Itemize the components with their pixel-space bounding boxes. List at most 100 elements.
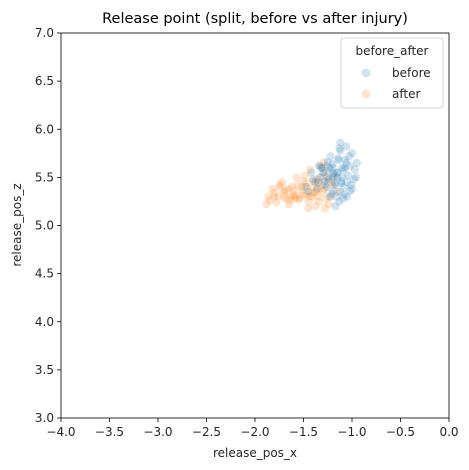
data-point-after — [309, 188, 319, 198]
data-point-before — [320, 180, 330, 190]
legend-marker-before — [361, 68, 371, 78]
data-point-before — [300, 182, 310, 192]
data-point-after — [313, 192, 323, 202]
data-point-after — [307, 192, 317, 202]
data-point-after — [273, 192, 283, 202]
data-point-after — [301, 178, 311, 188]
data-point-before — [323, 157, 333, 167]
data-point-before — [319, 168, 329, 178]
data-point-before — [333, 168, 342, 178]
data-point-before — [340, 155, 350, 165]
data-point-after — [290, 194, 300, 204]
data-point-after — [330, 172, 339, 182]
data-point-after — [265, 196, 274, 205]
data-point-before — [337, 172, 347, 182]
data-point-after — [289, 190, 299, 200]
data-point-before — [343, 171, 353, 180]
y-tick-label: 3.5 — [35, 363, 54, 377]
data-point-before — [336, 178, 346, 188]
data-point-after — [269, 188, 279, 198]
data-point-after — [303, 196, 313, 206]
data-point-after — [306, 188, 316, 198]
y-tick-label: 6.0 — [35, 122, 54, 136]
y-tick-label: 5.0 — [35, 219, 54, 233]
points-layer — [262, 138, 362, 213]
data-point-before — [331, 201, 340, 211]
data-point-after — [303, 203, 313, 213]
y-tick-label: 4.5 — [35, 267, 54, 281]
data-point-before — [342, 177, 352, 187]
data-point-after — [314, 196, 324, 206]
data-point-after — [304, 192, 314, 202]
data-point-before — [330, 178, 339, 188]
data-point-after — [293, 180, 303, 190]
data-point-after — [322, 172, 332, 182]
x-axis-title: release_pos_x — [213, 446, 297, 460]
legend-box — [340, 37, 444, 109]
data-point-before — [328, 159, 338, 169]
data-point-after — [289, 186, 299, 196]
data-point-before — [323, 172, 333, 182]
data-point-before — [321, 161, 331, 171]
data-point-after — [310, 201, 320, 211]
data-point-after — [315, 161, 325, 171]
data-point-after — [275, 180, 285, 190]
data-point-before — [341, 158, 351, 168]
data-point-before — [333, 168, 342, 178]
data-point-after — [300, 171, 310, 180]
data-point-before — [328, 163, 338, 173]
data-point-after — [321, 194, 331, 204]
data-point-before — [333, 172, 342, 182]
data-point-after — [268, 184, 277, 194]
x-tick-label: 0.0 — [439, 425, 458, 439]
data-point-after — [302, 182, 312, 192]
data-point-before — [338, 194, 348, 204]
data-point-after — [291, 192, 301, 202]
data-point-before — [344, 151, 354, 161]
data-point-before — [315, 172, 325, 182]
data-point-after — [271, 197, 281, 207]
x-tick-label: −2.0 — [240, 425, 269, 439]
data-point-after — [318, 163, 328, 173]
data-point-after — [313, 178, 323, 188]
data-point-after — [277, 177, 287, 187]
x-tick-label: −1.0 — [337, 425, 366, 439]
x-tick-label: −1.5 — [289, 425, 318, 439]
data-point-before — [352, 158, 362, 168]
data-point-after — [299, 190, 308, 200]
data-point-before — [318, 168, 328, 178]
data-point-after — [295, 194, 305, 204]
data-point-before — [339, 182, 349, 192]
data-point-after — [280, 186, 290, 196]
data-point-after — [283, 184, 293, 194]
y-axis-title: release_pos_z — [10, 183, 24, 266]
data-point-after — [308, 182, 318, 192]
data-point-after — [318, 187, 328, 197]
data-point-before — [335, 138, 345, 148]
data-point-before — [326, 165, 336, 175]
data-point-after — [264, 192, 274, 202]
data-point-after — [274, 182, 284, 192]
data-point-before — [303, 187, 313, 197]
x-tick-label: −2.5 — [192, 425, 221, 439]
data-point-before — [314, 161, 324, 171]
data-point-before — [326, 151, 336, 161]
data-point-after — [297, 182, 307, 192]
data-point-after — [315, 184, 325, 194]
data-point-before — [325, 192, 335, 202]
x-tick-label: −3.0 — [143, 425, 172, 439]
data-point-after — [292, 172, 302, 182]
data-point-before — [320, 176, 330, 186]
data-point-after — [319, 157, 329, 167]
data-point-after — [322, 168, 332, 178]
data-point-after — [312, 174, 322, 184]
data-point-before — [333, 155, 343, 165]
data-point-after — [269, 192, 279, 202]
data-point-after — [279, 187, 289, 197]
data-point-after — [333, 187, 342, 197]
data-point-before — [347, 184, 357, 194]
data-point-before — [339, 190, 349, 200]
y-tick-label: 3.0 — [35, 411, 54, 425]
data-point-before — [317, 163, 327, 173]
